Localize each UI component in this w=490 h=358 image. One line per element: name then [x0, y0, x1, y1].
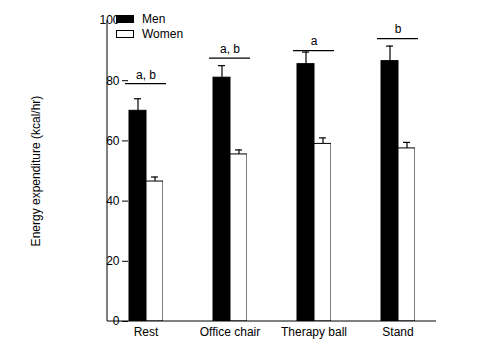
svg-text:a: a: [311, 34, 318, 48]
svg-text:Therapy ball: Therapy ball: [281, 325, 347, 339]
svg-text:Office chair: Office chair: [200, 325, 260, 339]
svg-text:b: b: [395, 22, 402, 36]
svg-text:40: 40: [106, 194, 120, 208]
svg-text:a, b: a, b: [136, 68, 156, 82]
svg-text:Energy expenditure (kcal/hr): Energy expenditure (kcal/hr): [29, 96, 43, 247]
svg-text:80: 80: [106, 74, 120, 88]
svg-text:100: 100: [99, 13, 120, 28]
html-text:Women: Women: [142, 27, 184, 41]
svg-text:20: 20: [106, 254, 120, 268]
svg-text:Stand: Stand: [382, 325, 413, 339]
svg-text:60: 60: [106, 134, 120, 148]
svg-text:Rest: Rest: [134, 325, 159, 339]
svg-text:a, b: a, b: [220, 42, 240, 56]
html-text:Men: Men: [142, 12, 166, 26]
svg-text:0: 0: [112, 314, 120, 329]
